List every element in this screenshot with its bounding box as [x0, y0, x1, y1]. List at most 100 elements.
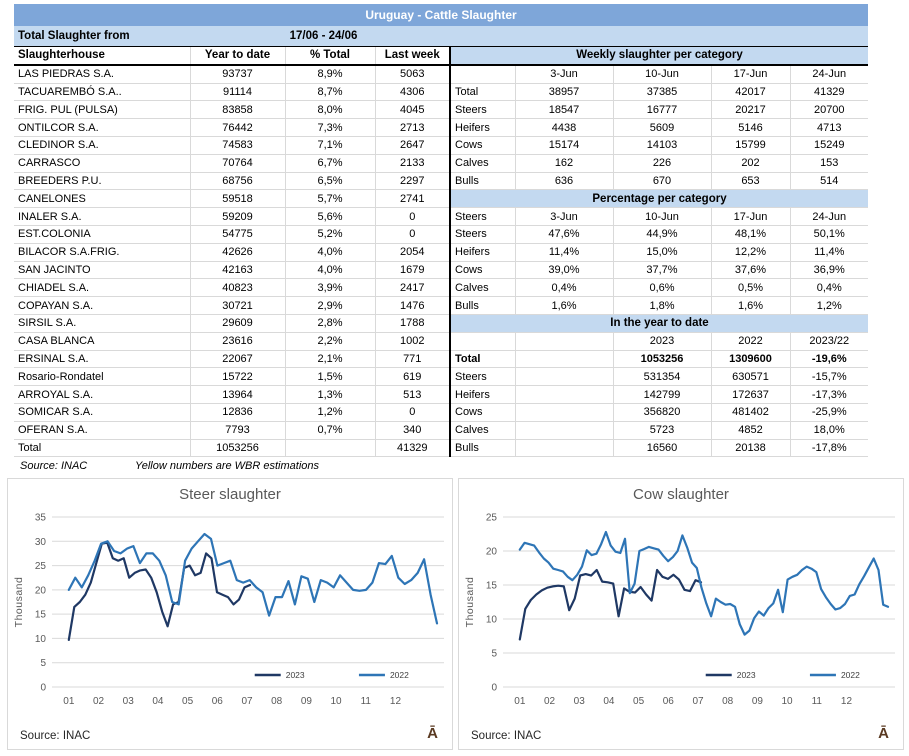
- cell: 39,0%: [515, 261, 614, 280]
- cell: 4438: [515, 118, 614, 137]
- table-row: CLEDINOR S.A. 74583 7,1% 2647: [14, 136, 449, 155]
- section-band-row: Percentage per category: [451, 189, 868, 209]
- table-row: Steers 531354 630571 -15,7%: [451, 367, 868, 387]
- category-table: Weekly slaughter per category 3-Jun 10-Jun…: [451, 47, 868, 458]
- table-row: ONTILCOR S.A. 76442 7,3% 2713: [14, 118, 449, 137]
- row-label: INALER S.A.: [14, 207, 191, 226]
- cell: 74583: [190, 136, 286, 155]
- row-label: Steers: [451, 100, 516, 120]
- table-divider: [449, 47, 451, 458]
- table-row: CASA BLANCA 23616 2,2% 1002: [14, 332, 449, 351]
- x-tick-label: 09: [752, 696, 764, 707]
- cell: 481402: [711, 403, 791, 422]
- cell: 5063: [375, 64, 449, 84]
- cell: 37385: [613, 83, 712, 102]
- row-label: Calves: [451, 154, 516, 173]
- cell: 15722: [190, 367, 286, 387]
- cell: -25,9%: [790, 403, 868, 422]
- row-label: BREEDERS P.U.: [14, 172, 191, 191]
- cell: 1,3%: [285, 385, 376, 404]
- slaughter-report: Uruguay - Cattle Slaughter Total Slaught…: [14, 4, 868, 472]
- cell: 5146: [711, 118, 791, 137]
- cell: 653: [711, 172, 791, 191]
- table-row: Total 1053256 1309600 -19,6%: [451, 350, 868, 369]
- row-label: Bulls: [451, 439, 516, 458]
- x-tick-label: 12: [841, 696, 853, 707]
- row-label: CHIADEL S.A.: [14, 278, 191, 298]
- cell: 59518: [190, 189, 286, 209]
- period-row: Total Slaughter from 17/06 - 24/06: [14, 26, 868, 47]
- x-tick-label: 04: [152, 696, 164, 707]
- cell: 202: [711, 154, 791, 173]
- row-label: Bulls: [451, 172, 516, 191]
- cell: 93737: [190, 64, 286, 84]
- row-label: Heifers: [451, 385, 516, 404]
- row-label: Heifers: [451, 243, 516, 262]
- cell: [515, 403, 614, 422]
- legend-label-2022: 2022: [390, 670, 409, 680]
- section-band-label: In the year to date: [451, 314, 868, 333]
- cell: 42626: [190, 243, 286, 262]
- cell: 153: [790, 154, 868, 173]
- cell: 2,1%: [285, 350, 376, 369]
- cell: 142799: [613, 385, 712, 404]
- slaughterhouse-table: Slaughterhouse Year to date % Total Last…: [14, 47, 449, 458]
- cow-chart-panel: Cow slaughter 0 5 10 15 20 25 01 02 03 04 05 06 07 08…: [458, 478, 904, 750]
- chart-source: Source: INAC: [20, 730, 91, 742]
- row-label: Rosario-Rondatel: [14, 367, 191, 387]
- cell: 11,4%: [790, 243, 868, 262]
- cell: 1,6%: [515, 296, 614, 315]
- y-tick-label: 10: [35, 634, 47, 645]
- row-label: Total: [451, 350, 516, 369]
- row-label: FRIG. PUL (PULSA): [14, 100, 191, 120]
- slaughterhouse-table-body: LAS PIEDRAS S.A. 93737 8,9% 5063 TACUAREMBÓ …: [14, 64, 449, 458]
- cell: 7793: [190, 421, 286, 440]
- legend-label-2022: 2022: [841, 670, 860, 680]
- cell: 13964: [190, 385, 286, 404]
- row-label: Total: [451, 83, 516, 102]
- cell: 41329: [790, 83, 868, 102]
- row-label: Cows: [451, 261, 516, 280]
- x-tick-label: 09: [301, 696, 313, 707]
- cell: 5,2%: [285, 225, 376, 244]
- y-tick-label: 5: [40, 658, 46, 669]
- table-row: CHIADEL S.A. 40823 3,9% 2417: [14, 278, 449, 298]
- row-label: Calves: [451, 278, 516, 298]
- cell: 5,6%: [285, 207, 376, 226]
- cell: 5,7%: [285, 189, 376, 209]
- cell: 2741: [375, 189, 449, 209]
- cell: 20217: [711, 100, 791, 120]
- cell: 0,7%: [285, 421, 376, 440]
- cell: 42017: [711, 83, 791, 102]
- cell: 2023: [613, 332, 712, 351]
- cell: 619: [375, 367, 449, 387]
- table-row: FRIG. PUL (PULSA) 83858 8,0% 4045: [14, 100, 449, 120]
- cell: 6,7%: [285, 154, 376, 173]
- cell: 6,5%: [285, 172, 376, 191]
- y-tick-label: 0: [40, 683, 46, 694]
- cell: 7,1%: [285, 136, 376, 155]
- x-tick-label: 02: [544, 696, 556, 707]
- x-tick-label: 12: [390, 696, 402, 707]
- cell: 15,0%: [613, 243, 712, 262]
- x-tick-label: 06: [663, 696, 675, 707]
- table-row: COPAYAN S.A. 30721 2,9% 1476: [14, 296, 449, 315]
- table-row: Heifers 4438 5609 5146 4713: [451, 118, 868, 137]
- cell: 531354: [613, 367, 712, 387]
- row-label: Bulls: [451, 296, 516, 315]
- cell: 50,1%: [790, 225, 868, 244]
- cell: 340: [375, 421, 449, 440]
- y-tick-label: 20: [35, 585, 47, 596]
- table-row: EST.COLONIA 54775 5,2% 0: [14, 225, 449, 244]
- cell: 70764: [190, 154, 286, 173]
- cell: 41329: [375, 439, 449, 458]
- table-row: 3-Jun 10-Jun 17-Jun 24-Jun: [451, 64, 868, 84]
- cell: 18547: [515, 100, 614, 120]
- x-tick-label: 03: [123, 696, 135, 707]
- cell: 38957: [515, 83, 614, 102]
- cell: 14103: [613, 136, 712, 155]
- cell: 1,5%: [285, 367, 376, 387]
- row-label: COPAYAN S.A.: [14, 296, 191, 315]
- table-row: ERSINAL S.A. 22067 2,1% 771: [14, 350, 449, 369]
